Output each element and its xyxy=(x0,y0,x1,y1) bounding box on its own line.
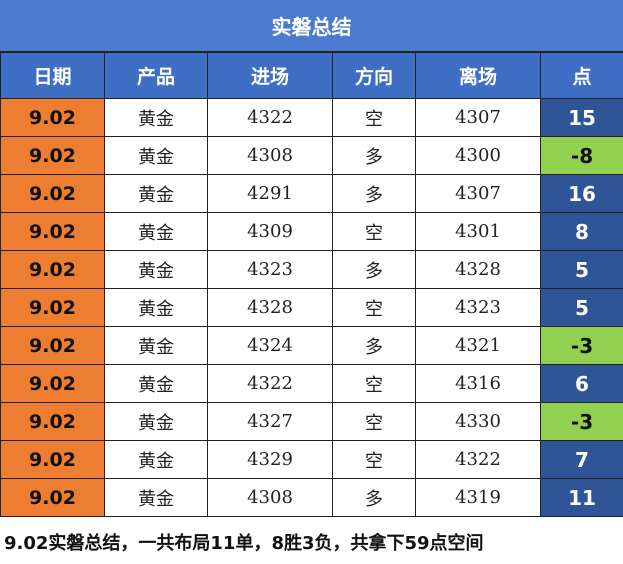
table-cell: -3 xyxy=(540,326,623,365)
column-header: 日期 xyxy=(0,52,105,99)
table-cell: 4324 xyxy=(207,326,333,365)
table-cell: 黄金 xyxy=(104,250,208,289)
table-cell: 4308 xyxy=(207,136,333,175)
table-cell: 4319 xyxy=(415,478,541,517)
table-cell: 空 xyxy=(332,364,416,403)
table-row: 9.02 黄金 4323 多 4328 5 xyxy=(0,250,623,289)
table-cell: 9.02 xyxy=(0,326,105,365)
table-cell: 4291 xyxy=(207,174,333,213)
table-cell: 9.02 xyxy=(0,136,105,175)
table-cell: 9.02 xyxy=(0,250,105,289)
table-cell: 16 xyxy=(540,174,623,213)
table-row: 9.02 黄金 4308 多 4300 -8 xyxy=(0,136,623,175)
table-cell: 黄金 xyxy=(104,174,208,213)
table-cell: -8 xyxy=(540,136,623,175)
table-cell: 4327 xyxy=(207,402,333,441)
table-cell: 11 xyxy=(540,478,623,517)
summary-table: 日期 产品 进场 方向 离场点 9.02 黄金 4322 空 4307 15 9.02 黄金 4308 多… xyxy=(0,52,623,517)
table-cell: 多 xyxy=(332,136,416,175)
column-header: 进场 xyxy=(207,52,333,99)
table-cell: 4321 xyxy=(415,326,541,365)
table-row: 9.02 黄金 4324 多 4321 -3 xyxy=(0,326,623,365)
table-cell: 黄金 xyxy=(104,478,208,517)
table-cell: 9.02 xyxy=(0,478,105,517)
table-cell: 空 xyxy=(332,440,416,479)
table-cell: 4309 xyxy=(207,212,333,251)
table-cell: 多 xyxy=(332,174,416,213)
table-cell: 9.02 xyxy=(0,288,105,327)
table-cell: 9.02 xyxy=(0,440,105,479)
table-row: 9.02 黄金 4308 多 4319 11 xyxy=(0,478,623,517)
table-cell: 黄金 xyxy=(104,212,208,251)
footer-note: 9.02实磐总结，一共布局11单，8胜3负，共拿下59点空间 xyxy=(4,533,484,554)
table-cell: 9.02 xyxy=(0,212,105,251)
table-cell: 4322 xyxy=(415,440,541,479)
table-row: 9.02 黄金 4329 空 4322 7 xyxy=(0,440,623,479)
table-cell: 9.02 xyxy=(0,402,105,441)
column-header: 点 xyxy=(540,52,623,99)
table-cell: 空 xyxy=(332,98,416,137)
table-cell: 黄金 xyxy=(104,98,208,137)
table-cell: 4323 xyxy=(207,250,333,289)
table-cell: 4330 xyxy=(415,402,541,441)
table-body: 9.02 黄金 4322 空 4307 15 9.02 黄金 4308 多 4300 -8 9.02 黄金… xyxy=(0,98,623,517)
table-cell: 空 xyxy=(332,402,416,441)
title-bar: 实磐总结 xyxy=(0,0,623,52)
table-cell: 空 xyxy=(332,288,416,327)
table-cell: 多 xyxy=(332,478,416,517)
table-cell: 4300 xyxy=(415,136,541,175)
table-cell: 5 xyxy=(540,250,623,289)
table-cell: -3 xyxy=(540,402,623,441)
table-cell: 4322 xyxy=(207,364,333,403)
table-cell: 4329 xyxy=(207,440,333,479)
table-row: 9.02 黄金 4309 空 4301 8 xyxy=(0,212,623,251)
table-cell: 4316 xyxy=(415,364,541,403)
table-cell: 4328 xyxy=(207,288,333,327)
table-row: 9.02 黄金 4291 多 4307 16 xyxy=(0,174,623,213)
table-cell: 空 xyxy=(332,212,416,251)
table-cell: 黄金 xyxy=(104,136,208,175)
table-cell: 4307 xyxy=(415,174,541,213)
table-cell: 黄金 xyxy=(104,440,208,479)
table-cell: 黄金 xyxy=(104,326,208,365)
column-header: 离场 xyxy=(415,52,541,99)
table-cell: 多 xyxy=(332,326,416,365)
header-row: 日期 产品 进场 方向 离场点 xyxy=(0,52,623,99)
table-row: 9.02 黄金 4327 空 4330 -3 xyxy=(0,402,623,441)
table-cell: 4307 xyxy=(415,98,541,137)
table-cell: 4328 xyxy=(415,250,541,289)
table-cell: 6 xyxy=(540,364,623,403)
table-cell: 7 xyxy=(540,440,623,479)
table-row: 9.02 黄金 4328 空 4323 5 xyxy=(0,288,623,327)
table-cell: 9.02 xyxy=(0,364,105,403)
table-cell: 4301 xyxy=(415,212,541,251)
table-cell: 8 xyxy=(540,212,623,251)
table-cell: 5 xyxy=(540,288,623,327)
column-header: 方向 xyxy=(332,52,416,99)
table-cell: 9.02 xyxy=(0,98,105,137)
table-cell: 多 xyxy=(332,250,416,289)
table-cell: 黄金 xyxy=(104,364,208,403)
table-cell: 9.02 xyxy=(0,174,105,213)
table-row: 9.02 黄金 4322 空 4307 15 xyxy=(0,98,623,137)
table-cell: 15 xyxy=(540,98,623,137)
table-cell: 黄金 xyxy=(104,402,208,441)
table-row: 9.02 黄金 4322 空 4316 6 xyxy=(0,364,623,403)
table-cell: 黄金 xyxy=(104,288,208,327)
table-cell: 4323 xyxy=(415,288,541,327)
table-cell: 4308 xyxy=(207,478,333,517)
table-cell: 4322 xyxy=(207,98,333,137)
column-header: 产品 xyxy=(104,52,208,99)
